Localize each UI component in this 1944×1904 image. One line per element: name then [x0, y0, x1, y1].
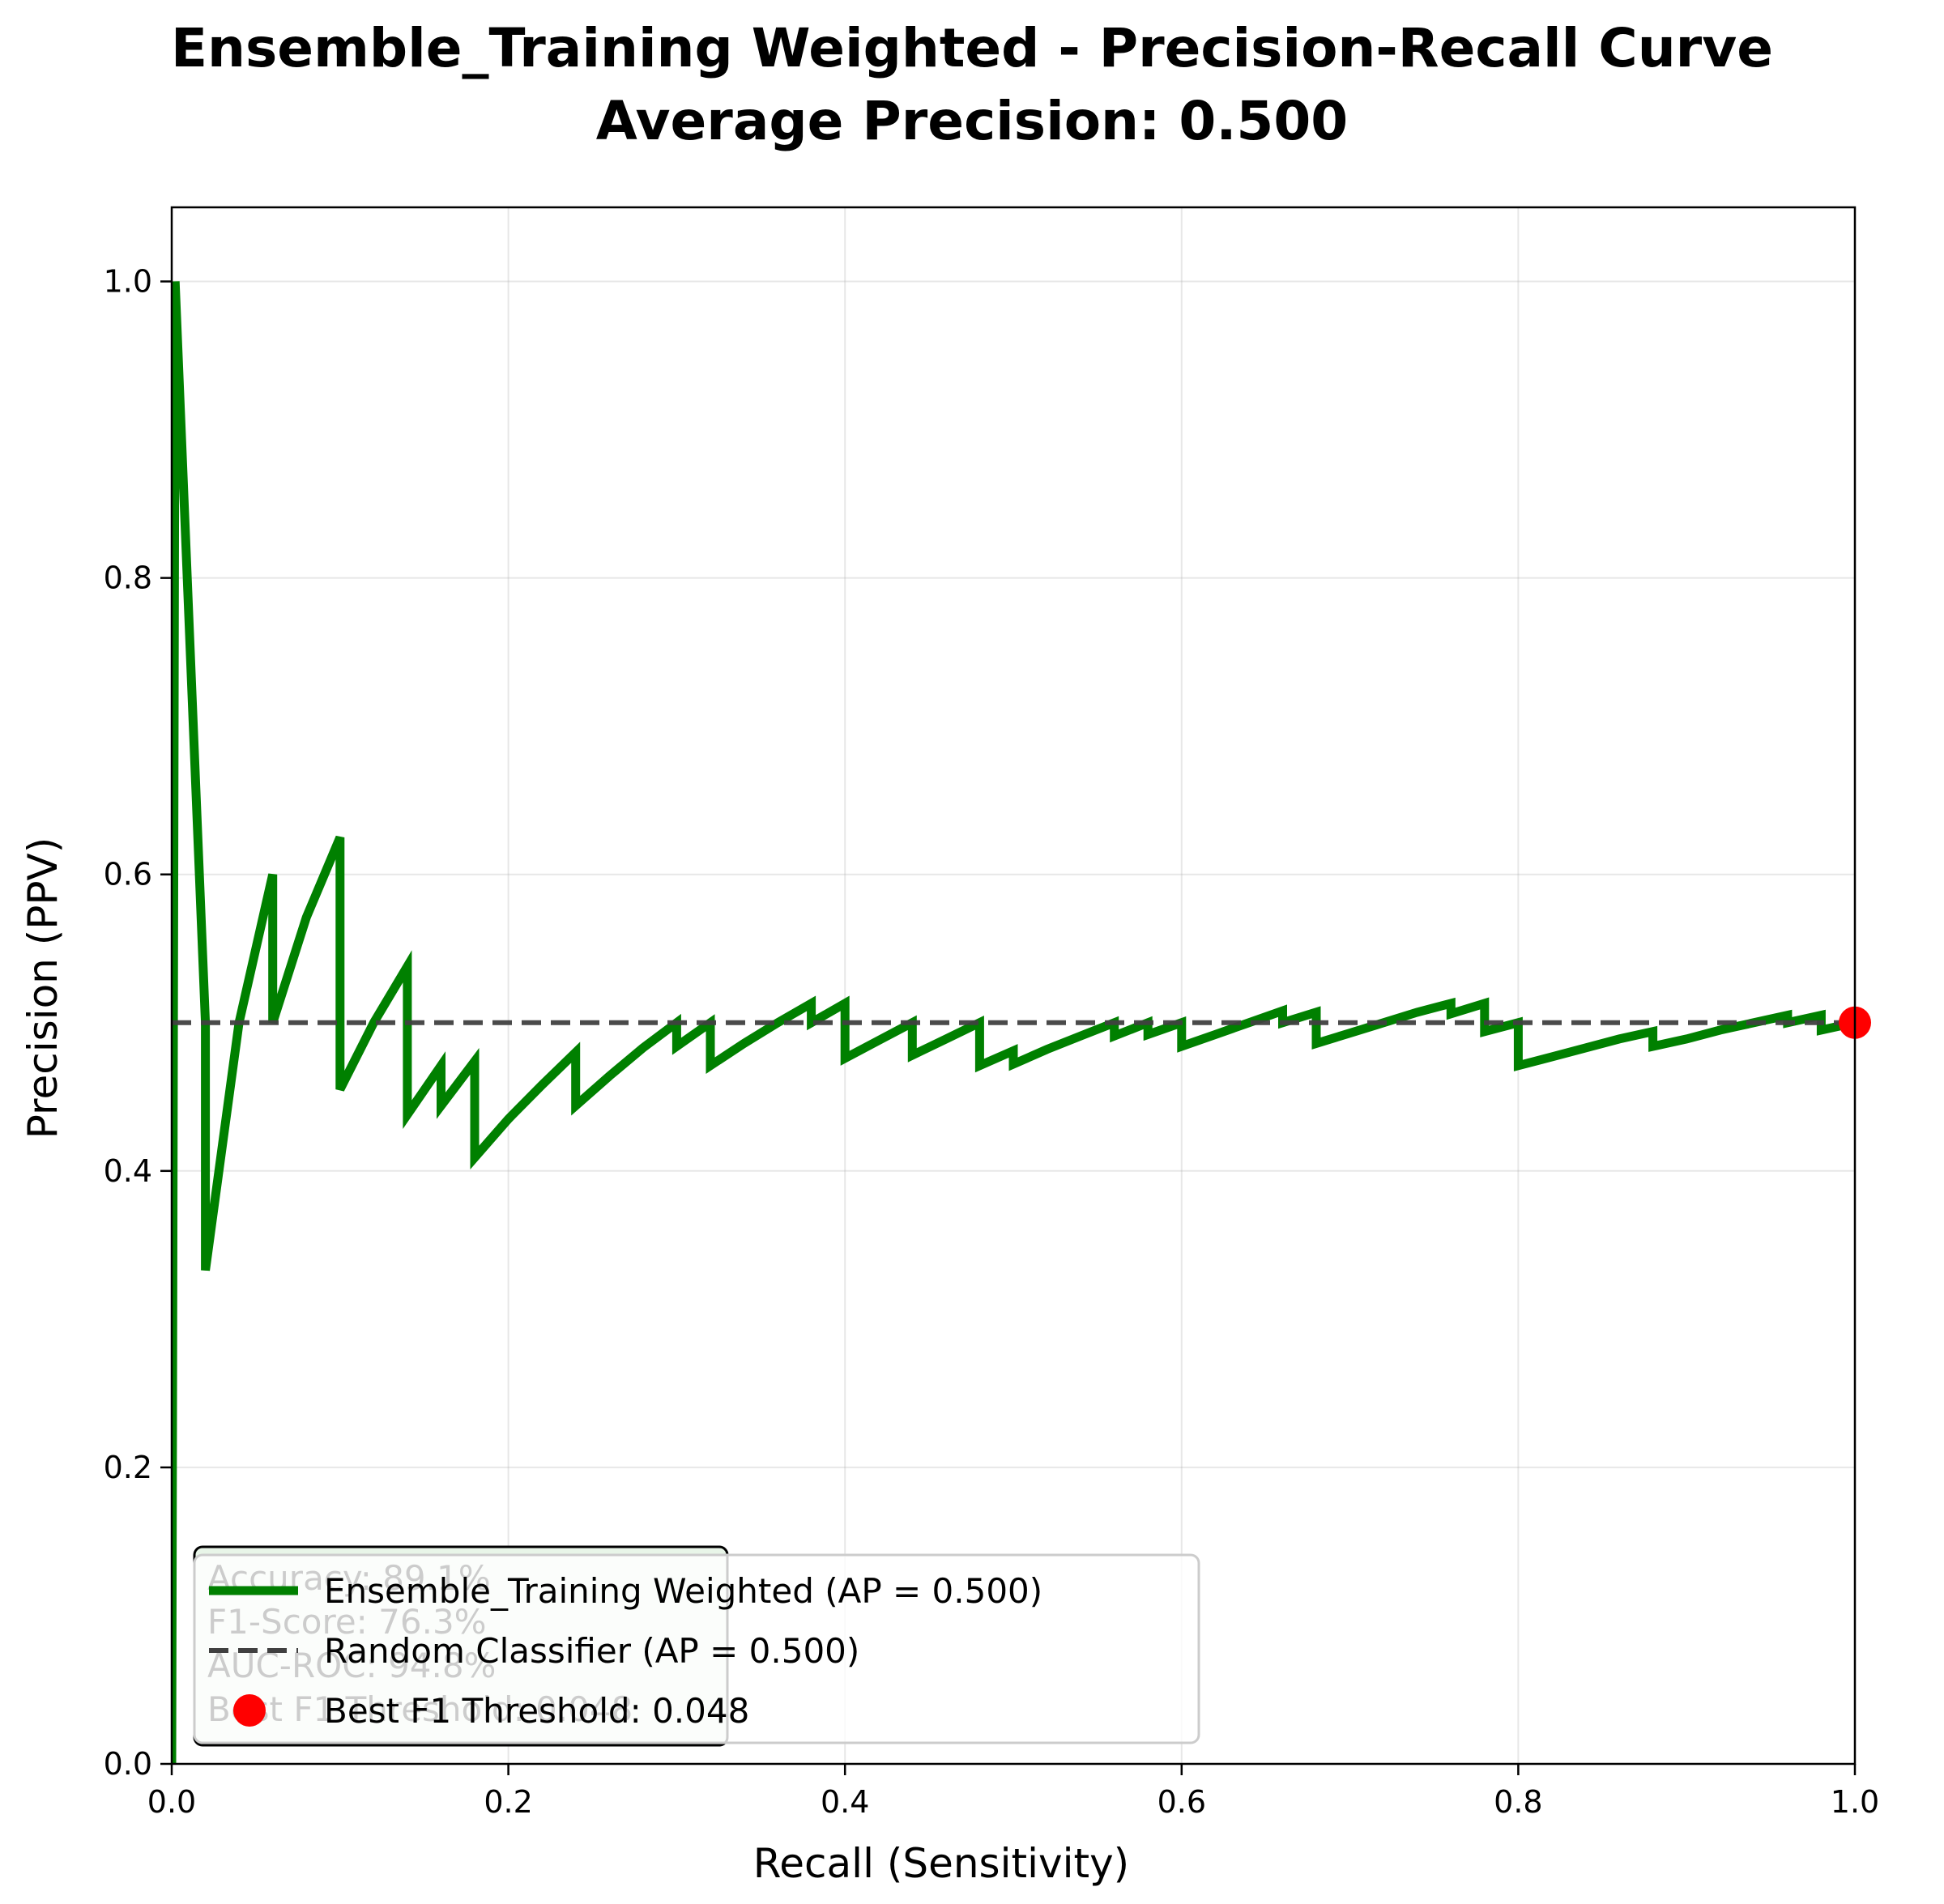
y-tick-label: 0.6	[104, 857, 152, 892]
legend-box	[193, 1553, 1200, 1744]
x-tick-label: 0.2	[484, 1784, 532, 1820]
legend-best-point-swatch	[233, 1694, 266, 1727]
x-axis-label: Recall (Sensitivity)	[753, 1840, 1129, 1887]
chart-subtitle: Average Precision: 0.500	[596, 90, 1348, 152]
plot-series	[172, 281, 1871, 1764]
x-tick-label: 0.6	[1157, 1784, 1206, 1820]
y-axis-label: Precision (PPV)	[19, 837, 66, 1139]
x-tick-label: 0.8	[1494, 1784, 1542, 1820]
grid-lines	[171, 207, 1856, 1765]
y-tick-label: 0.2	[104, 1450, 152, 1485]
y-tick-label: 1.0	[104, 264, 152, 300]
y-tick-label: 0.4	[104, 1153, 152, 1189]
x-tick-label: 1.0	[1831, 1784, 1879, 1820]
legend-entry-label: Random Classifier (AP = 0.500)	[324, 1631, 859, 1671]
legend: Ensemble_Training Weighted (AP = 0.500) R…	[193, 1553, 1200, 1744]
pr-curve-line	[172, 281, 1855, 1764]
axis-ticks: 0.0 0.2 0.4 0.6 0.8 1.0 0.0 0.2 0.4 0.6 0.8 1.0	[104, 264, 1880, 1820]
plot-frame	[170, 206, 1857, 1766]
chart-title: Ensemble_Training Weighted - Precision-R…	[171, 17, 1773, 79]
x-tick-label: 0.4	[821, 1784, 869, 1820]
x-tick-label: 0.0	[147, 1784, 196, 1820]
y-tick-label: 0.0	[104, 1746, 152, 1782]
legend-entry-label: Best F1 Threshold: 0.048	[324, 1691, 749, 1731]
y-tick-label: 0.8	[104, 560, 152, 596]
legend-entry-label: Ensemble_Training Weighted (AP = 0.500)	[324, 1571, 1042, 1611]
